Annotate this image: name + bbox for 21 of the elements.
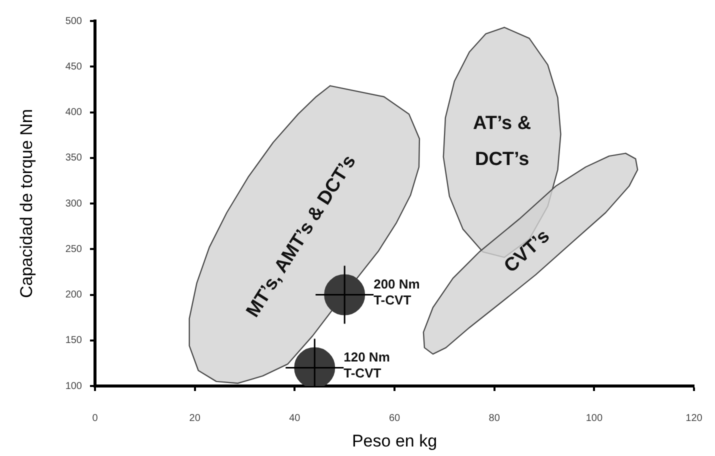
x-tick-label: 120 [686, 412, 703, 424]
y-tick-label: 500 [65, 16, 82, 27]
annotation: 120 Nm T-CVT [344, 349, 390, 380]
x-tick-label: 40 [289, 412, 301, 424]
y-tick-label: 100 [65, 380, 82, 392]
y-axis-title: Capacidad de torque Nm [16, 108, 36, 298]
y-tick-label: 300 [65, 198, 82, 210]
x-tick-label: 20 [189, 412, 201, 424]
x-tick-label: 100 [586, 412, 603, 424]
y-tick-label: 350 [65, 152, 82, 164]
x-tick-label: 60 [388, 412, 400, 424]
y-tick-label: 200 [65, 290, 82, 300]
x-tick-label: 0 [92, 412, 98, 424]
x-axis-title: Peso en kg [352, 431, 438, 450]
y-tick-label: 400 [65, 107, 82, 118]
series-label: AT’s & DCT’s [473, 112, 532, 170]
annotation: 200 Nm T-CVT [374, 276, 420, 308]
y-tick-label: 250 [65, 244, 82, 255]
x-tick-label: 80 [488, 412, 500, 424]
y-tick-label: 150 [65, 335, 82, 346]
y-tick-label: 450 [65, 61, 82, 72]
